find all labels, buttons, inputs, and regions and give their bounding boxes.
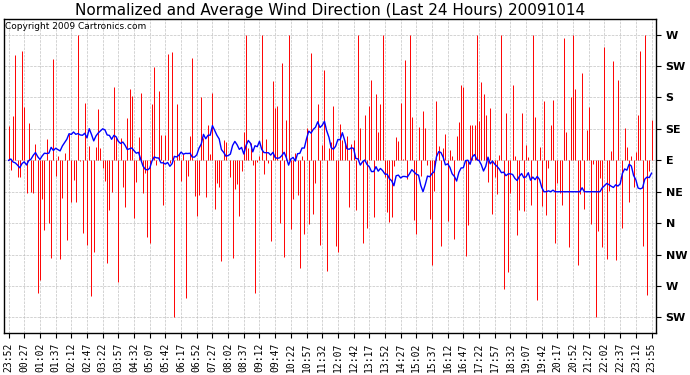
Title: Normalized and Average Wind Direction (Last 24 Hours) 20091014: Normalized and Average Wind Direction (L… bbox=[75, 3, 585, 18]
Text: Copyright 2009 Cartronics.com: Copyright 2009 Cartronics.com bbox=[6, 22, 147, 31]
